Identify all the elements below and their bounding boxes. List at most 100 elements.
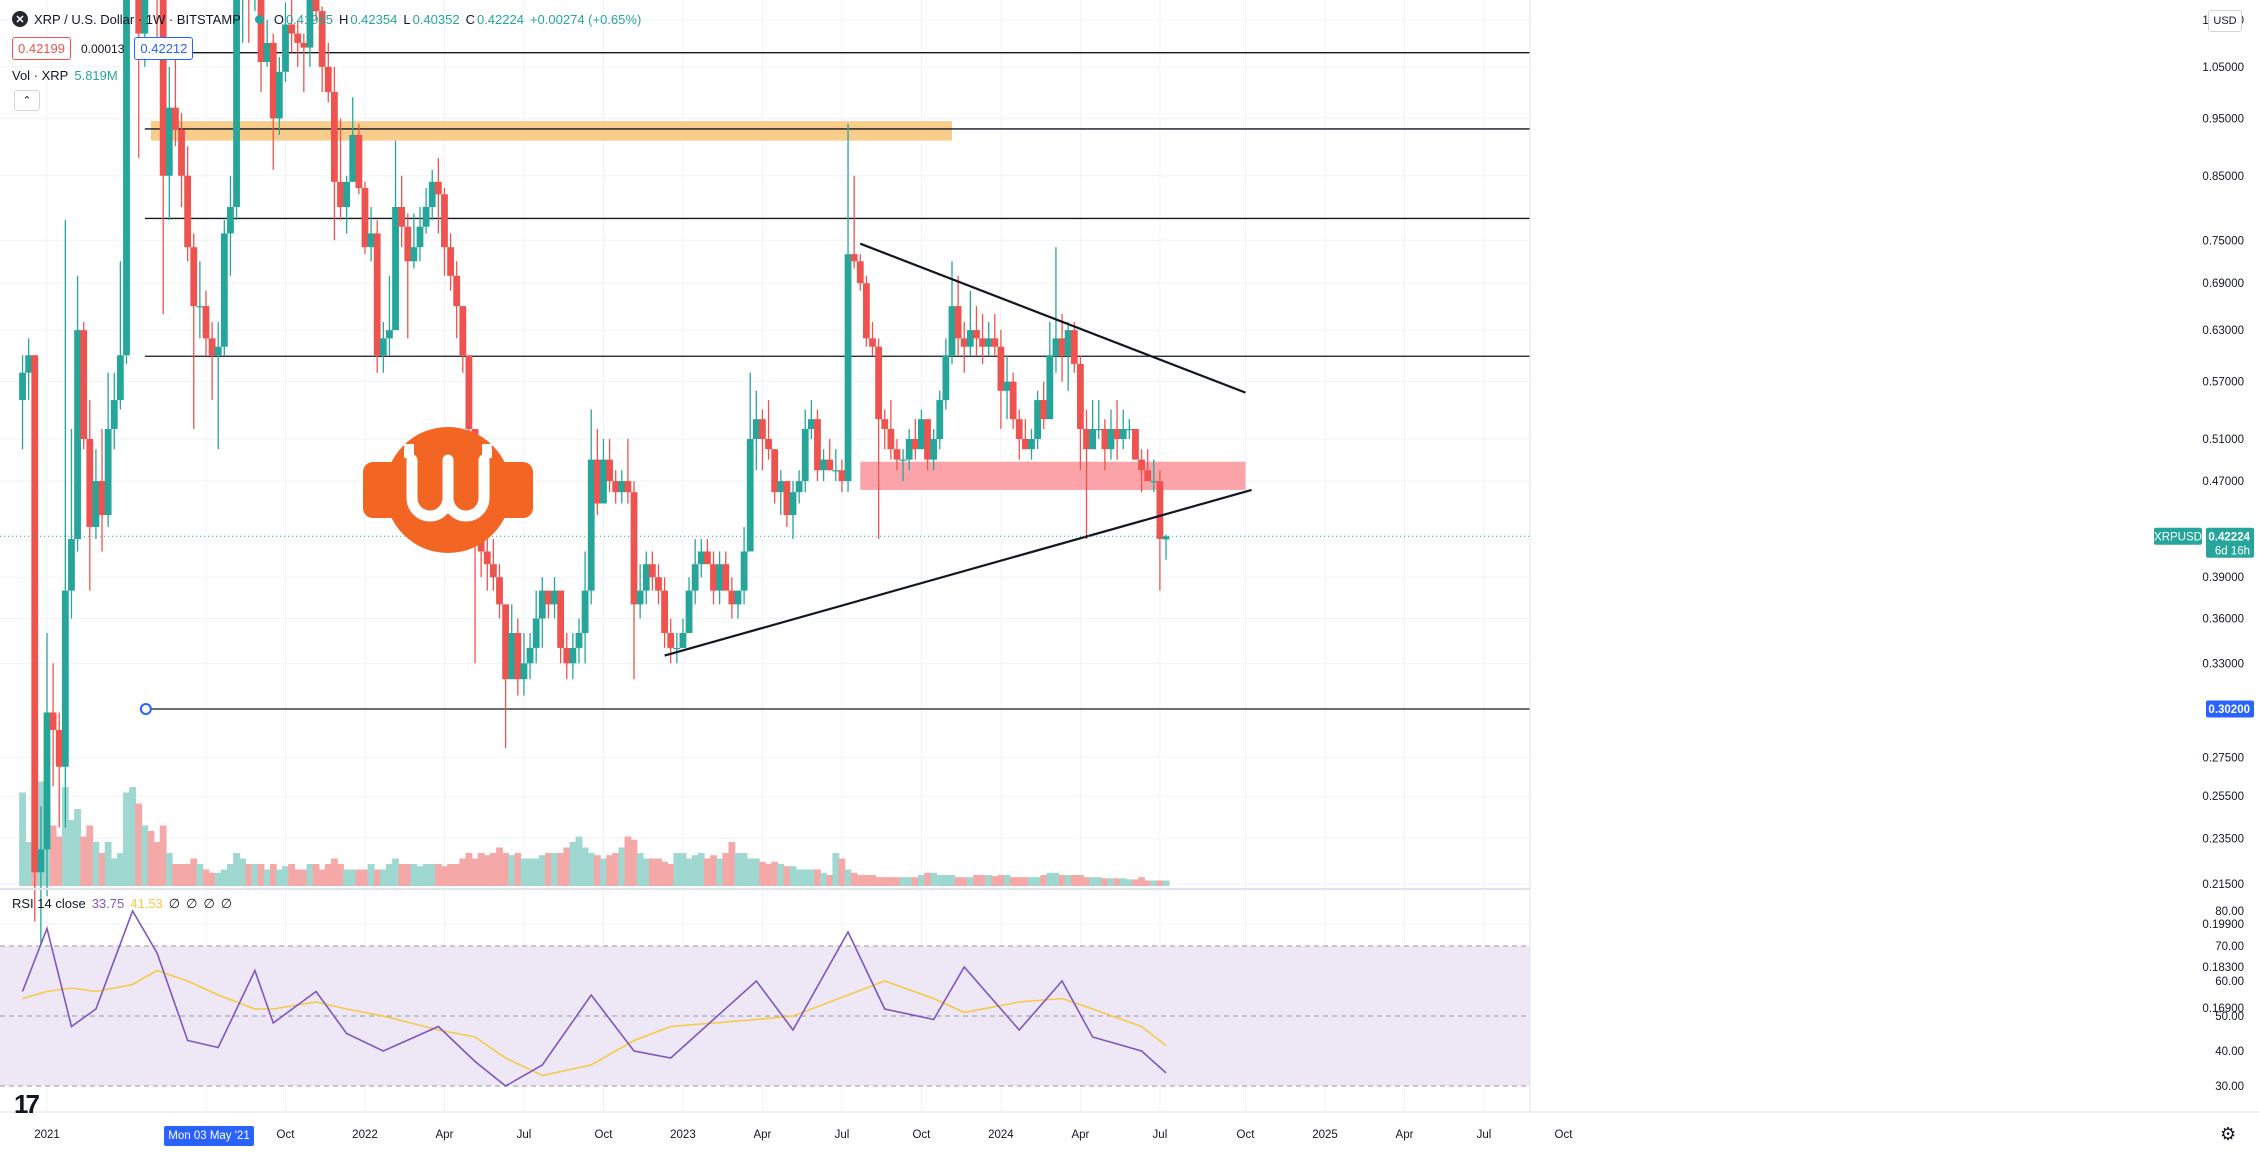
volume-bar: [434, 864, 442, 886]
volume-bar: [288, 864, 295, 886]
gear-icon[interactable]: ⚙: [2220, 1124, 2237, 1144]
volume-bar: [1083, 877, 1090, 886]
rsi-pane: [0, 888, 2259, 1087]
volume-bar: [575, 836, 583, 886]
volume-bar: [300, 869, 308, 886]
candle-body: [655, 577, 662, 591]
time-tick-label: Oct: [595, 1129, 614, 1141]
rsi-tick-label: 60.00: [2215, 976, 2244, 988]
current-price-marker: [2206, 527, 2254, 558]
candle-body: [104, 428, 112, 516]
sell-button[interactable]: 0.42199: [12, 37, 71, 60]
current-price-marker-label: 0.42224: [2208, 531, 2250, 543]
candle-body: [820, 459, 827, 471]
volume-bar: [202, 869, 210, 886]
volume-bar: [899, 877, 907, 886]
price-tick-label: 0.47000: [2202, 476, 2244, 488]
candle-body: [1162, 536, 1170, 540]
candle-body: [318, 11, 326, 67]
volume-bar: [1095, 877, 1103, 886]
candle-body: [269, 42, 277, 119]
volume-bar: [349, 869, 357, 886]
volume-bar: [887, 877, 895, 886]
volume-bar: [153, 842, 161, 886]
price-tick-label: 0.27500: [2202, 752, 2244, 764]
candle-body: [520, 663, 528, 680]
price-tick-label: 0.18300: [2202, 962, 2244, 974]
zones: [150, 121, 1246, 490]
logo-glyph: [406, 454, 490, 522]
candle-body: [227, 206, 234, 234]
candle-body: [911, 438, 919, 450]
candle-body: [960, 338, 968, 347]
candle-body: [557, 590, 565, 648]
volume-bar: [532, 858, 540, 886]
candle-body: [220, 233, 228, 347]
candle-body: [526, 647, 534, 664]
volume-bar: [734, 853, 742, 886]
volume-bar: [924, 872, 931, 886]
logo-notch: [482, 444, 492, 458]
rsi-extra-1: ∅: [168, 896, 181, 911]
candle-body: [587, 459, 595, 591]
rsi-name[interactable]: RSI 14 close: [12, 896, 86, 911]
candle-body: [814, 419, 821, 471]
candle-body: [856, 261, 864, 284]
price-tick-label: 0.63000: [2202, 325, 2244, 337]
candle-body: [728, 590, 736, 605]
volume-legend: Vol · XRP 5.819M: [12, 68, 118, 83]
time-tick-label: Jul: [835, 1129, 850, 1141]
volume-bar: [918, 875, 925, 886]
volume-bar: [520, 858, 528, 886]
buy-button[interactable]: 0.42212: [134, 37, 194, 60]
currency-button[interactable]: USD: [2208, 10, 2242, 32]
volume-bar: [367, 864, 375, 886]
volume-bar: [801, 869, 809, 886]
candle-body: [324, 66, 332, 92]
candle-body: [141, 0, 149, 34]
collapse-legend-button[interactable]: ⌃: [14, 90, 40, 111]
candle-body: [453, 275, 461, 307]
volume-bar: [545, 853, 552, 886]
candle-body: [68, 539, 75, 591]
volume-bar: [324, 864, 332, 886]
tradingview-logo-icon[interactable]: 17: [14, 1089, 40, 1119]
volume-bar: [1101, 878, 1109, 886]
volume-bar: [606, 855, 613, 886]
volume-label: Vol · XRP: [12, 68, 69, 83]
candle-body: [312, 0, 320, 12]
candle-body: [330, 92, 338, 182]
price-tick-label: 0.25500: [2202, 791, 2244, 803]
candle-body: [893, 449, 901, 460]
volume-bar: [740, 853, 748, 886]
volume-bar: [239, 858, 247, 886]
volume-bar: [184, 864, 192, 886]
volume-bar: [881, 877, 889, 886]
high-value: 0.42354: [350, 11, 398, 27]
volume-bar: [294, 869, 302, 886]
volume-bar: [1046, 872, 1054, 886]
volume-bar: [655, 858, 662, 886]
volume-bar: [1034, 877, 1042, 886]
candle-body: [545, 590, 552, 605]
candle-body: [465, 355, 473, 429]
candle-body: [881, 419, 889, 429]
candle-body: [697, 551, 705, 565]
candle-body: [1046, 355, 1054, 420]
volume-bar: [514, 853, 522, 886]
candle-body: [74, 330, 81, 540]
open-value: 0.41965: [285, 11, 333, 27]
price-tick-label: 0.95000: [2202, 113, 2244, 125]
volume-bar: [722, 853, 730, 886]
candle-body: [887, 428, 895, 450]
candle-body: [55, 729, 63, 767]
rsi-tick-label: 50.00: [2215, 1011, 2244, 1023]
volume-bar: [123, 792, 130, 886]
candle-body: [691, 564, 699, 591]
symbol-title[interactable]: XRP / U.S. Dollar · 1W · BITSTAMP: [34, 11, 241, 27]
time-tick-label: Oct: [1555, 1129, 1574, 1141]
candle-body: [612, 481, 620, 493]
volume-bar: [789, 866, 797, 886]
volume-bar: [1077, 875, 1084, 886]
